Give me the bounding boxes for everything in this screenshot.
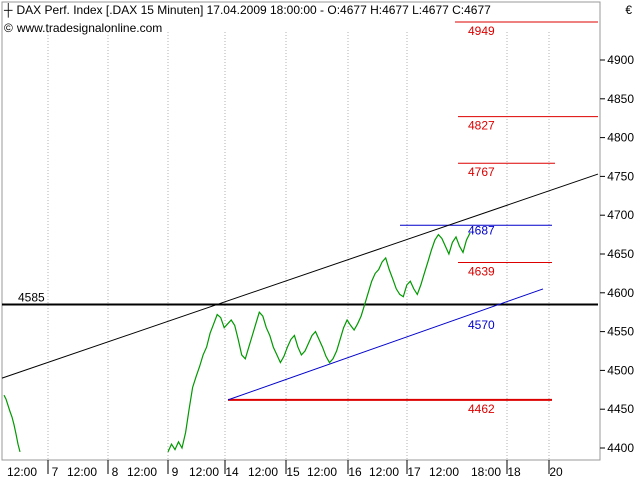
x-tick-label: 9 (172, 465, 179, 479)
currency-label: € (625, 3, 632, 17)
candle-icon: ┼ (4, 3, 13, 17)
x-tick-label: 18:00 (471, 465, 501, 479)
lower-trend-line (227, 288, 544, 401)
x-tick-label: 16 (348, 465, 362, 479)
plot-area (1, 1, 601, 461)
x-tick-label: 8 (112, 465, 119, 479)
x-tick-label: 12:00 (248, 465, 278, 479)
y-tick-label: 4400 (607, 441, 634, 455)
upper-trend-line (1, 173, 599, 379)
y-tick-label: 4900 (607, 53, 634, 67)
x-tick-label: 14 (225, 465, 239, 479)
y-tick-label: 4650 (607, 247, 634, 261)
copyright-icon: © (4, 21, 13, 35)
x-tick-label: 12:00 (369, 465, 399, 479)
level-label: 4570 (468, 318, 495, 332)
x-tick-label: 12:00 (127, 465, 157, 479)
x-tick-label: 12:00 (67, 465, 97, 479)
y-tick-label: 4600 (607, 286, 634, 300)
level-label: 4585 (18, 290, 45, 304)
y-tick-label: 4550 (607, 325, 634, 339)
level-label: 4827 (468, 119, 495, 133)
x-tick-label: 17 (407, 465, 421, 479)
source-url[interactable]: www.tradesignalonline.com (16, 21, 163, 35)
level-label: 4687 (468, 223, 495, 237)
y-tick-label: 4750 (607, 169, 634, 183)
level-label: 4949 (468, 24, 495, 38)
x-tick-label: 7 (52, 465, 59, 479)
level-label: 4767 (468, 165, 495, 179)
x-tick-label: 18 (507, 465, 521, 479)
chart-title: DAX Perf. Index [.DAX 15 Minuten] 17.04.… (16, 3, 491, 17)
x-tick-label: 12:00 (307, 465, 337, 479)
y-tick-label: 4700 (607, 208, 634, 222)
y-tick-label: 4850 (607, 92, 634, 106)
x-tick-label: 12:00 (189, 465, 219, 479)
x-tick-label: 15 (286, 465, 300, 479)
price-line (3, 394, 21, 453)
x-tick-label: 12:00 (429, 465, 459, 479)
x-tick-label: 12:00 (7, 465, 37, 479)
price-line (167, 232, 471, 453)
y-tick-label: 4500 (607, 363, 634, 377)
chart-header: ┼ DAX Perf. Index [.DAX 15 Minuten] 17.0… (4, 3, 491, 17)
level-label: 4639 (468, 265, 495, 279)
y-tick-label: 4800 (607, 131, 634, 145)
level-label: 4462 (468, 402, 495, 416)
y-tick-label: 4450 (607, 402, 634, 416)
x-tick-label: 20 (549, 465, 563, 479)
source-line: © www.tradesignalonline.com (4, 21, 162, 35)
